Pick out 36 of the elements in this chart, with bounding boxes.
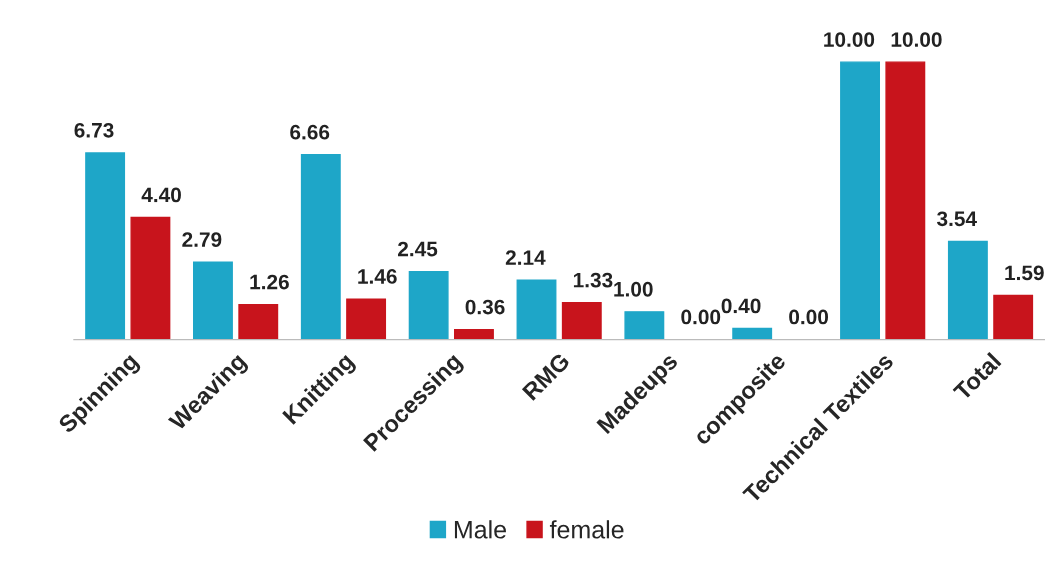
data-label: 2.45 (398, 241, 438, 257)
data-label: 4.40 (141, 187, 181, 203)
data-label: 6.73 (74, 122, 114, 138)
data-label: 0.40 (721, 298, 761, 314)
bar (840, 61, 880, 340)
data-label: 2.14 (505, 250, 546, 265)
data-label: 1.59 (1005, 265, 1044, 281)
bar (193, 261, 233, 340)
bar (346, 298, 387, 340)
data-label: 1.46 (358, 269, 397, 284)
data-label: 0.00 (789, 309, 829, 325)
data-label: 1.26 (250, 274, 289, 290)
bar (454, 328, 494, 340)
bar (993, 294, 1034, 340)
bar (516, 279, 557, 340)
bar (624, 311, 665, 340)
data-label: 10.00 (891, 32, 942, 47)
bar (408, 270, 449, 340)
data-label: 1.33 (573, 272, 613, 288)
legend-label: female (549, 520, 624, 539)
bar (85, 152, 126, 340)
data-label: 3.54 (936, 211, 977, 227)
legend-label: Male (454, 520, 506, 539)
bar (732, 327, 773, 340)
data-label: 6.66 (290, 124, 330, 140)
data-label: 0.36 (465, 299, 505, 315)
data-label: 10.00 (824, 32, 875, 47)
data-label: 1.00 (614, 281, 653, 297)
bar (885, 61, 926, 340)
bar (300, 154, 341, 340)
data-label: 2.79 (182, 232, 222, 247)
data-label: 0.00 (681, 309, 721, 325)
bar (561, 302, 602, 340)
bar (130, 216, 171, 340)
bar (238, 303, 279, 340)
bar (947, 240, 988, 340)
